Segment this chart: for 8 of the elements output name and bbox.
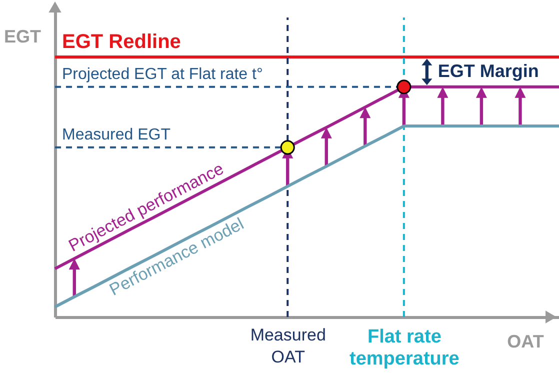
x-axis-title: OAT — [507, 332, 544, 352]
annotation: EGT Margin — [438, 60, 539, 81]
x-tick-label: Flat rate temperature — [350, 326, 460, 370]
x-tick-label: Measured OAT — [250, 326, 326, 366]
ref-line-label: Projected EGT at Flat rate t° — [62, 66, 263, 83]
y-axis-title: EGT — [4, 26, 42, 46]
ref-line-label: EGT Redline — [62, 31, 181, 53]
ref-line-label: Measured EGT — [62, 126, 171, 144]
